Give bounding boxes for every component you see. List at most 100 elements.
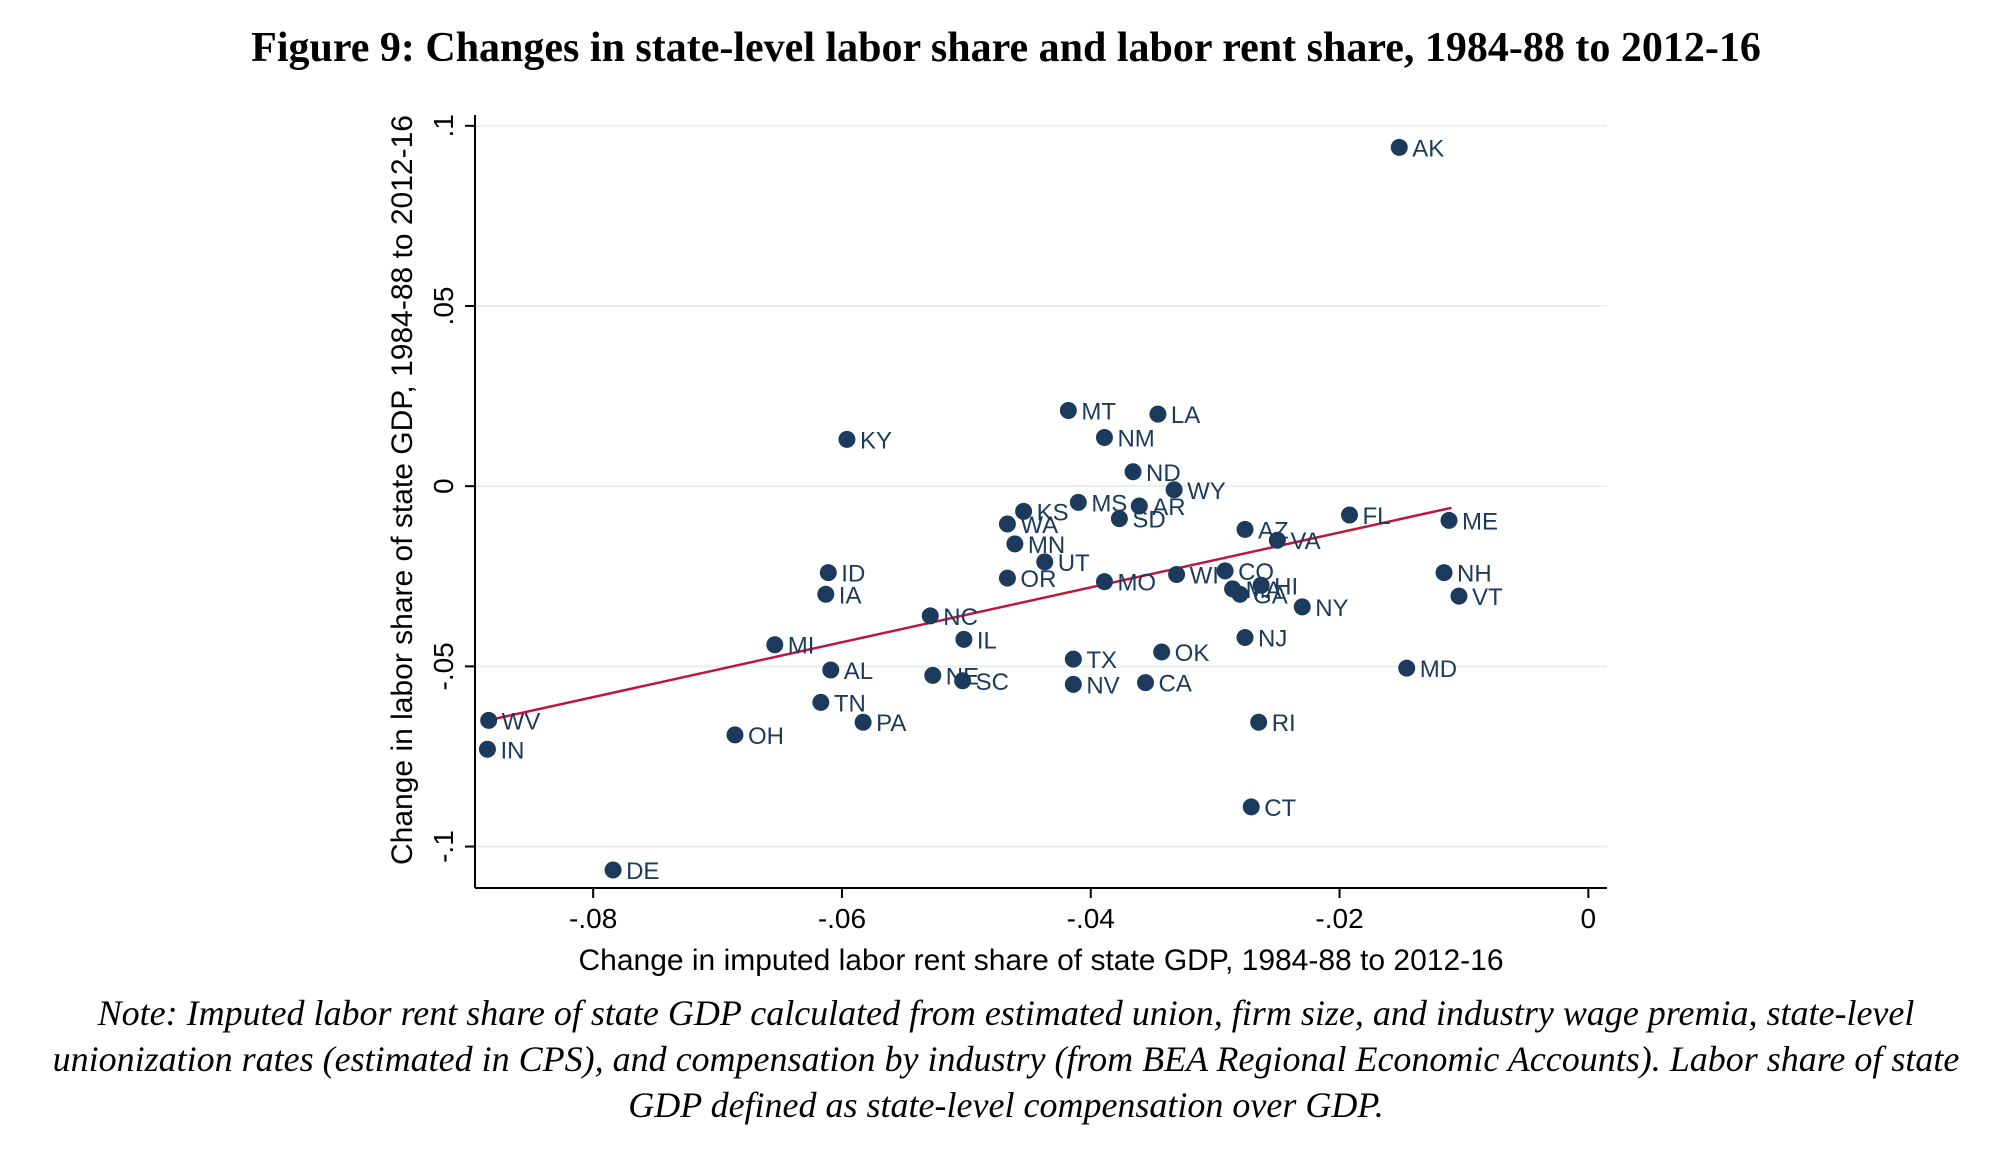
point-nd bbox=[1124, 463, 1142, 481]
point-label-ak: AK bbox=[1412, 135, 1444, 162]
point-label-nv: NV bbox=[1086, 672, 1119, 699]
point-tx bbox=[1064, 650, 1082, 668]
point-label-wy: WY bbox=[1187, 478, 1226, 505]
point-nh bbox=[1435, 564, 1453, 582]
plot-area bbox=[475, 115, 1607, 888]
point-nm bbox=[1095, 429, 1113, 447]
point-label-ri: RI bbox=[1272, 710, 1296, 737]
point-label-de: DE bbox=[626, 858, 659, 885]
point-in bbox=[478, 740, 496, 758]
point-label-tx: TX bbox=[1086, 647, 1117, 674]
point-ok bbox=[1153, 643, 1171, 661]
point-sd bbox=[1110, 510, 1128, 528]
figure-note: Note: Imputed labor rent share of state … bbox=[52, 993, 1960, 1125]
point-wy bbox=[1165, 481, 1183, 499]
point-fl bbox=[1341, 506, 1359, 524]
point-mn bbox=[1006, 535, 1024, 553]
point-me bbox=[1440, 511, 1458, 529]
point-ga bbox=[1231, 585, 1249, 603]
scatter-plot: -.08 -.06 -.04 -.02 0 -.1 -.05 0 .05 .1 AK MT LA NM… bbox=[386, 114, 1607, 977]
point-az bbox=[1236, 520, 1254, 538]
point-sc bbox=[954, 672, 972, 690]
point-md bbox=[1398, 659, 1416, 677]
point-ut bbox=[1036, 553, 1054, 571]
point-label-ok: OK bbox=[1175, 640, 1210, 667]
point-label-nj: NJ bbox=[1258, 626, 1287, 653]
point-label-id: ID bbox=[841, 561, 865, 588]
x-axis-label: Change in imputed labor rent share of st… bbox=[578, 944, 1503, 977]
point-co bbox=[1216, 562, 1234, 580]
point-label-nm: NM bbox=[1117, 426, 1154, 453]
point-label-me: ME bbox=[1462, 508, 1498, 535]
point-label-ga: GA bbox=[1253, 582, 1288, 609]
point-il bbox=[955, 630, 973, 648]
point-ky bbox=[838, 430, 856, 448]
point-label-mo: MO bbox=[1117, 570, 1156, 597]
fit-line-group bbox=[487, 506, 1452, 722]
point-ar bbox=[1130, 497, 1148, 515]
x-tick-label: -.06 bbox=[818, 903, 866, 934]
point-ne bbox=[924, 666, 942, 684]
point-label-fl: FL bbox=[1363, 503, 1391, 530]
y-tick-label: 0 bbox=[428, 478, 459, 494]
point-label-tn: TN bbox=[834, 690, 866, 717]
point-label-wa: WA bbox=[1020, 512, 1058, 539]
point-label-vt: VT bbox=[1472, 584, 1503, 611]
point-nj bbox=[1236, 629, 1254, 647]
point-label-ut: UT bbox=[1058, 550, 1090, 577]
point-label-hi: HI bbox=[1274, 573, 1298, 600]
point-nc bbox=[921, 607, 939, 625]
point-label-al: AL bbox=[844, 658, 873, 685]
point-label-mt: MT bbox=[1081, 399, 1116, 426]
point-label-wv: WV bbox=[502, 708, 541, 735]
point-label-mi: MI bbox=[788, 633, 815, 660]
point-label-sc: SC bbox=[976, 669, 1009, 696]
point-label-ct: CT bbox=[1264, 795, 1296, 822]
point-label-or: OR bbox=[1020, 566, 1056, 593]
x-tick-label: -.02 bbox=[1315, 903, 1363, 934]
point-mi bbox=[766, 636, 784, 654]
y-axis-ticks: -.1 -.05 0 .05 .1 bbox=[428, 114, 475, 863]
point-label-ia: IA bbox=[839, 582, 862, 609]
x-axis-ticks: -.08 -.06 -.04 -.02 0 bbox=[569, 888, 1596, 934]
point-label-wi: WI bbox=[1190, 562, 1219, 589]
point-label-ar: AR bbox=[1152, 494, 1185, 521]
point-label-oh: OH bbox=[748, 723, 784, 750]
point-label-il: IL bbox=[977, 627, 997, 654]
point-label-ky: KY bbox=[860, 427, 892, 454]
point-mo bbox=[1095, 573, 1113, 591]
x-tick-label: -.04 bbox=[1067, 903, 1115, 934]
point-label-ks: KS bbox=[1037, 499, 1069, 526]
point-label-nh: NH bbox=[1457, 561, 1492, 588]
point-wi bbox=[1168, 565, 1186, 583]
y-tick-label: -.1 bbox=[428, 830, 459, 863]
gridlines bbox=[475, 124, 1607, 848]
figure-title: Figure 9: Changes in state-level labor s… bbox=[251, 25, 1761, 71]
point-label-pa: PA bbox=[876, 710, 906, 737]
y-axis-label: Change in labor share of state GDP, 1984… bbox=[386, 115, 419, 865]
y-tick-label: -.05 bbox=[428, 642, 459, 690]
point-de bbox=[604, 861, 622, 879]
point-vt bbox=[1450, 587, 1468, 605]
point-ct bbox=[1242, 798, 1260, 816]
point-mt bbox=[1059, 402, 1077, 420]
point-label-md: MD bbox=[1420, 656, 1457, 683]
point-label-ca: CA bbox=[1158, 671, 1191, 698]
point-label-sd: SD bbox=[1132, 507, 1165, 534]
point-al bbox=[822, 661, 840, 679]
point-va bbox=[1268, 531, 1286, 549]
point-hi bbox=[1252, 576, 1270, 594]
point-wv bbox=[480, 711, 498, 729]
fit-line bbox=[487, 506, 1452, 722]
point-ny bbox=[1293, 598, 1311, 616]
point-ri bbox=[1250, 713, 1268, 731]
point-id bbox=[819, 564, 837, 582]
point-tn bbox=[812, 693, 830, 711]
point-ca bbox=[1136, 674, 1154, 692]
point-label-va: VA bbox=[1290, 528, 1320, 555]
point-wa bbox=[998, 515, 1016, 533]
point-ks bbox=[1015, 502, 1033, 520]
point-ms bbox=[1069, 493, 1087, 511]
y-tick-label: .1 bbox=[428, 114, 459, 137]
point-nv bbox=[1064, 675, 1082, 693]
